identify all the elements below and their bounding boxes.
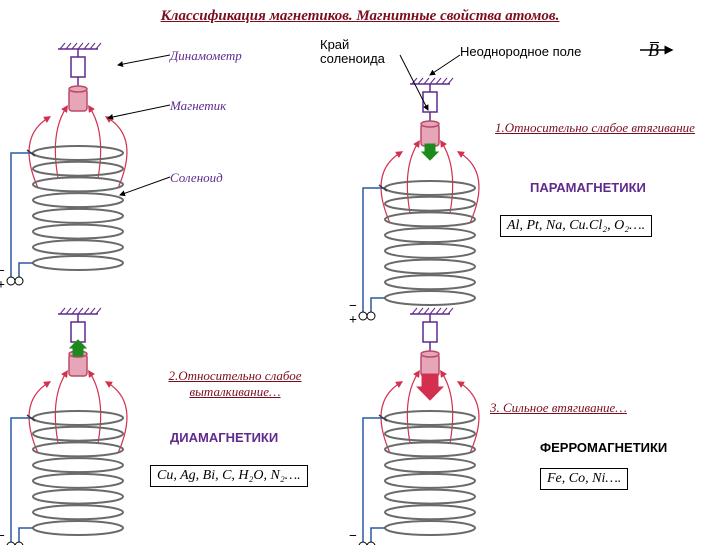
ferro-heading: 3. Сильное втягивание… [490,400,627,416]
ferro-desc: Сильное втягивание… [503,400,627,415]
dia-num: 2. [168,368,178,383]
svg-text:−: − [349,529,357,544]
para-name: ПАРАМАГНЕТИКИ [530,180,646,195]
dia-desc: Относительно слабое выталкивание… [178,368,301,399]
ferro-formula: Fe, Co, Ni…. [540,468,628,490]
dia-name: ДИАМАГНЕТИКИ [170,430,278,445]
para-formula: Al, Pt, Na, Cu.Cl₂, O₂…. [500,215,652,237]
svg-text:−: − [349,299,357,314]
svg-text:+: + [0,278,5,293]
ferro-name: ФЕРРОМАГНЕТИКИ [540,440,667,455]
svg-text:+: + [349,313,357,328]
label-magnetic: Магнетик [170,98,226,114]
label-solenoid: Соленоид [170,170,223,186]
dia-formula: Cu, Ag, Bi, C, H₂O, N₂…. [150,465,308,487]
dia-heading: 2.Относительно слабое выталкивание… [135,368,335,400]
svg-text:−: − [0,529,5,544]
para-heading: 1.Относительно слабое втягивание [490,120,700,136]
label-solenoid-edge: Край соленоида [320,38,400,67]
page-title: Классификация магнетиков. Магнитные свой… [12,8,708,25]
label-solenoid-edge-text: Край соленоида [320,38,400,67]
para-desc: Относительно слабое втягивание [505,120,695,135]
diagram-top-right: −+ [360,80,510,315]
diagram-top-left: −+ [8,45,158,280]
label-inhomogeneous: Неоднородное поле [460,44,581,59]
diagram-bottom-left: −+ [8,310,158,545]
svg-text:−: − [0,264,5,279]
diagram-bottom-right: −+ [360,310,510,545]
label-dynamometer: Динамометр [170,48,242,64]
b-vector: B̅ [648,40,659,61]
